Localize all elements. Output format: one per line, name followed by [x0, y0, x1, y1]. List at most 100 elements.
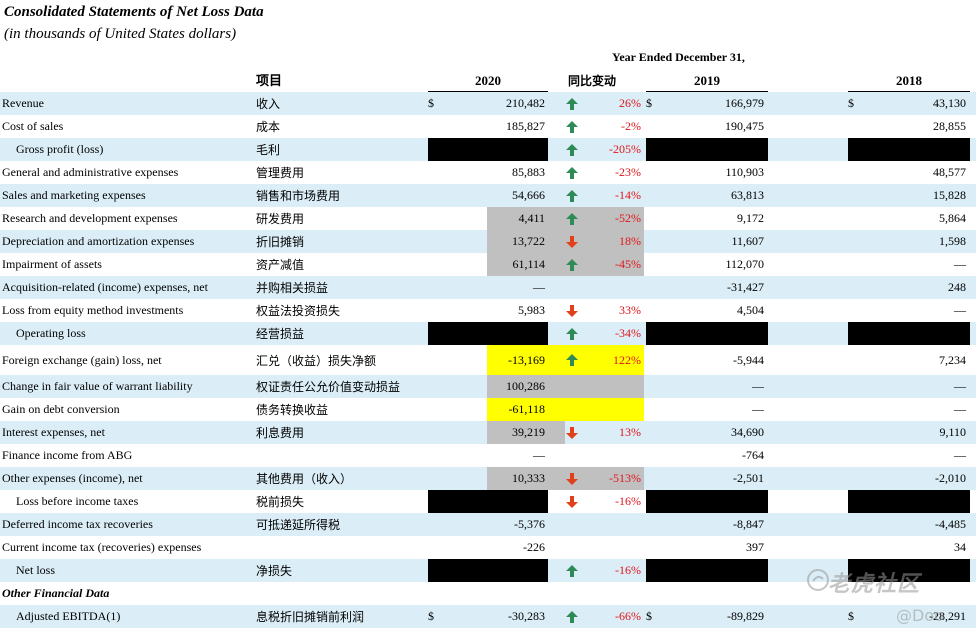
table-row: Interest expenses, net 利息费用 39,219 13% 34,69… — [0, 421, 976, 444]
change-percent: -45% — [615, 257, 641, 271]
change-percent: -2% — [621, 119, 641, 133]
currency-2018: $ — [848, 609, 854, 623]
arrow-down-icon — [563, 299, 581, 322]
highlight-2020 — [487, 207, 565, 230]
value-2018: 5,864 — [939, 211, 966, 225]
row-label: Foreign exchange (gain) loss, net — [2, 352, 162, 367]
value-2018: 248 — [948, 280, 966, 294]
row-label-cn: 资产减值 — [256, 258, 305, 272]
row-label-cn: 可抵递延所得税 — [256, 518, 341, 532]
value-2020: -30,283 — [508, 609, 545, 623]
row-label-cn: 研发费用 — [256, 212, 305, 226]
value-2019: -321,169 — [721, 563, 764, 577]
subtotal-rule — [428, 322, 548, 345]
subtotal-rule — [646, 138, 768, 161]
value-2020: 61,114 — [512, 257, 545, 271]
value-2019: -8,847 — [733, 517, 764, 531]
row-label: General and administrative expenses — [2, 165, 179, 179]
row-label-cn: 权益法投资损失 — [256, 304, 341, 318]
highlight-2020 — [487, 375, 565, 398]
value-2019: 190,475 — [725, 119, 764, 133]
highlight-2020 — [487, 421, 565, 444]
value-2019: — — [752, 402, 764, 416]
page-title: Consolidated Statements of Net Loss Data — [4, 4, 264, 20]
value-2020: 210,482 — [506, 96, 545, 110]
table-row: Deferred income tax recoveries 可抵递延所得税 -5,… — [0, 513, 976, 536]
table-row: Cost of sales 成本 185,827 -2% 190,475 28,855 — [0, 115, 976, 138]
row-label: Sales and marketing expenses — [2, 188, 146, 202]
change-percent: 13% — [619, 425, 641, 439]
subtotal-rule — [646, 490, 768, 513]
value-2018: -4,485 — [935, 517, 966, 531]
value-2018: 43,130 — [933, 96, 966, 110]
value-2018: — — [954, 379, 966, 393]
table-row: Other Financial Data — [0, 582, 976, 605]
table-row: Depreciation and amortization expenses 折旧… — [0, 230, 976, 253]
highlight-change — [565, 207, 644, 230]
highlight-change — [565, 345, 644, 375]
value-2019: 11,607 — [731, 234, 764, 248]
row-label-cn: 收入 — [256, 97, 281, 111]
table-row: Sales and marketing expenses 销售和市场费用 54,66… — [0, 184, 976, 207]
value-2019: 34,690 — [731, 425, 764, 439]
change-percent: -513% — [609, 471, 641, 485]
value-2020: -61,118 — [508, 402, 545, 416]
value-2019: 166,979 — [725, 96, 764, 110]
change-percent: 18% — [619, 234, 641, 248]
arrow-up-icon — [563, 559, 581, 582]
value-2019: -31,427 — [727, 280, 764, 294]
value-2019: -89,829 — [727, 609, 764, 623]
subtotal-rule — [646, 559, 768, 582]
highlight-2020 — [487, 253, 565, 276]
highlight-change — [565, 467, 644, 490]
table-row: Operating loss 经营损益 -201,124 -34% -304,138 -5… — [0, 322, 976, 345]
subtotal-rule — [848, 559, 970, 582]
subtotal-rule — [646, 322, 768, 345]
arrow-up-icon — [563, 184, 581, 207]
row-label-cn — [256, 536, 426, 559]
table-row: Adjusted EBITDA(1) 息税折旧摊销前利润 $ -30,283 -66% $… — [0, 605, 976, 628]
row-label-cn: 折旧摊销 — [256, 235, 305, 249]
financial-table: Revenue 收入 $210,482 26% $166,979 $43,130 Cost … — [0, 92, 976, 628]
row-label-cn: 债务转换收益 — [256, 403, 329, 417]
row-label: Gross profit (loss) — [16, 142, 104, 156]
arrow-down-icon — [563, 467, 581, 490]
highlight-change — [565, 398, 644, 421]
table-row: Acquisition-related (income) expenses, n… — [0, 276, 976, 299]
value-2020: -5,376 — [514, 517, 545, 531]
value-2018: 15,828 — [933, 188, 966, 202]
row-label: Cost of sales — [2, 119, 64, 133]
table-row: Loss before income taxes 税前损失 -276,675 -16%… — [0, 490, 976, 513]
table-row: General and administrative expenses 管理费用 8… — [0, 161, 976, 184]
highlight-change — [565, 375, 644, 398]
table-row: Current income tax (recoveries) expenses… — [0, 536, 976, 559]
currency-2018: $ — [848, 563, 854, 577]
row-label: Depreciation and amortization expenses — [2, 234, 195, 248]
arrow-down-icon — [563, 490, 581, 513]
currency-2020: $ — [428, 609, 434, 623]
value-2020: 10,333 — [512, 471, 545, 485]
value-2018: 9,110 — [939, 425, 966, 439]
row-label: Other Financial Data — [2, 586, 110, 600]
currency-2019: $ — [646, 609, 652, 623]
value-2018: — — [954, 303, 966, 317]
value-2019: 4,504 — [737, 303, 764, 317]
table-row: Loss from equity method investments 权益法投资… — [0, 299, 976, 322]
row-label: Deferred income tax recoveries — [2, 517, 153, 531]
highlight-2020 — [487, 398, 565, 421]
value-2020: 100,286 — [506, 379, 545, 393]
row-label-cn: 息税折旧摊销前利润 — [256, 610, 365, 624]
change-percent: -34% — [615, 326, 641, 340]
row-label-cn: 经营损益 — [256, 327, 305, 341]
value-2020: 39,219 — [512, 425, 545, 439]
column-header-2019: 2019 — [646, 72, 768, 92]
value-2019: 63,813 — [731, 188, 764, 202]
value-2019: -304,138 — [721, 326, 764, 340]
arrow-up-icon — [563, 253, 581, 276]
value-2020: -271,073 — [502, 563, 545, 577]
change-percent: -16% — [615, 494, 641, 508]
value-2019: -23,496 — [727, 142, 764, 156]
currency-2018: $ — [848, 96, 854, 110]
subtotal-rule — [428, 559, 548, 582]
watermark-text: 老虎社区 — [828, 572, 921, 597]
